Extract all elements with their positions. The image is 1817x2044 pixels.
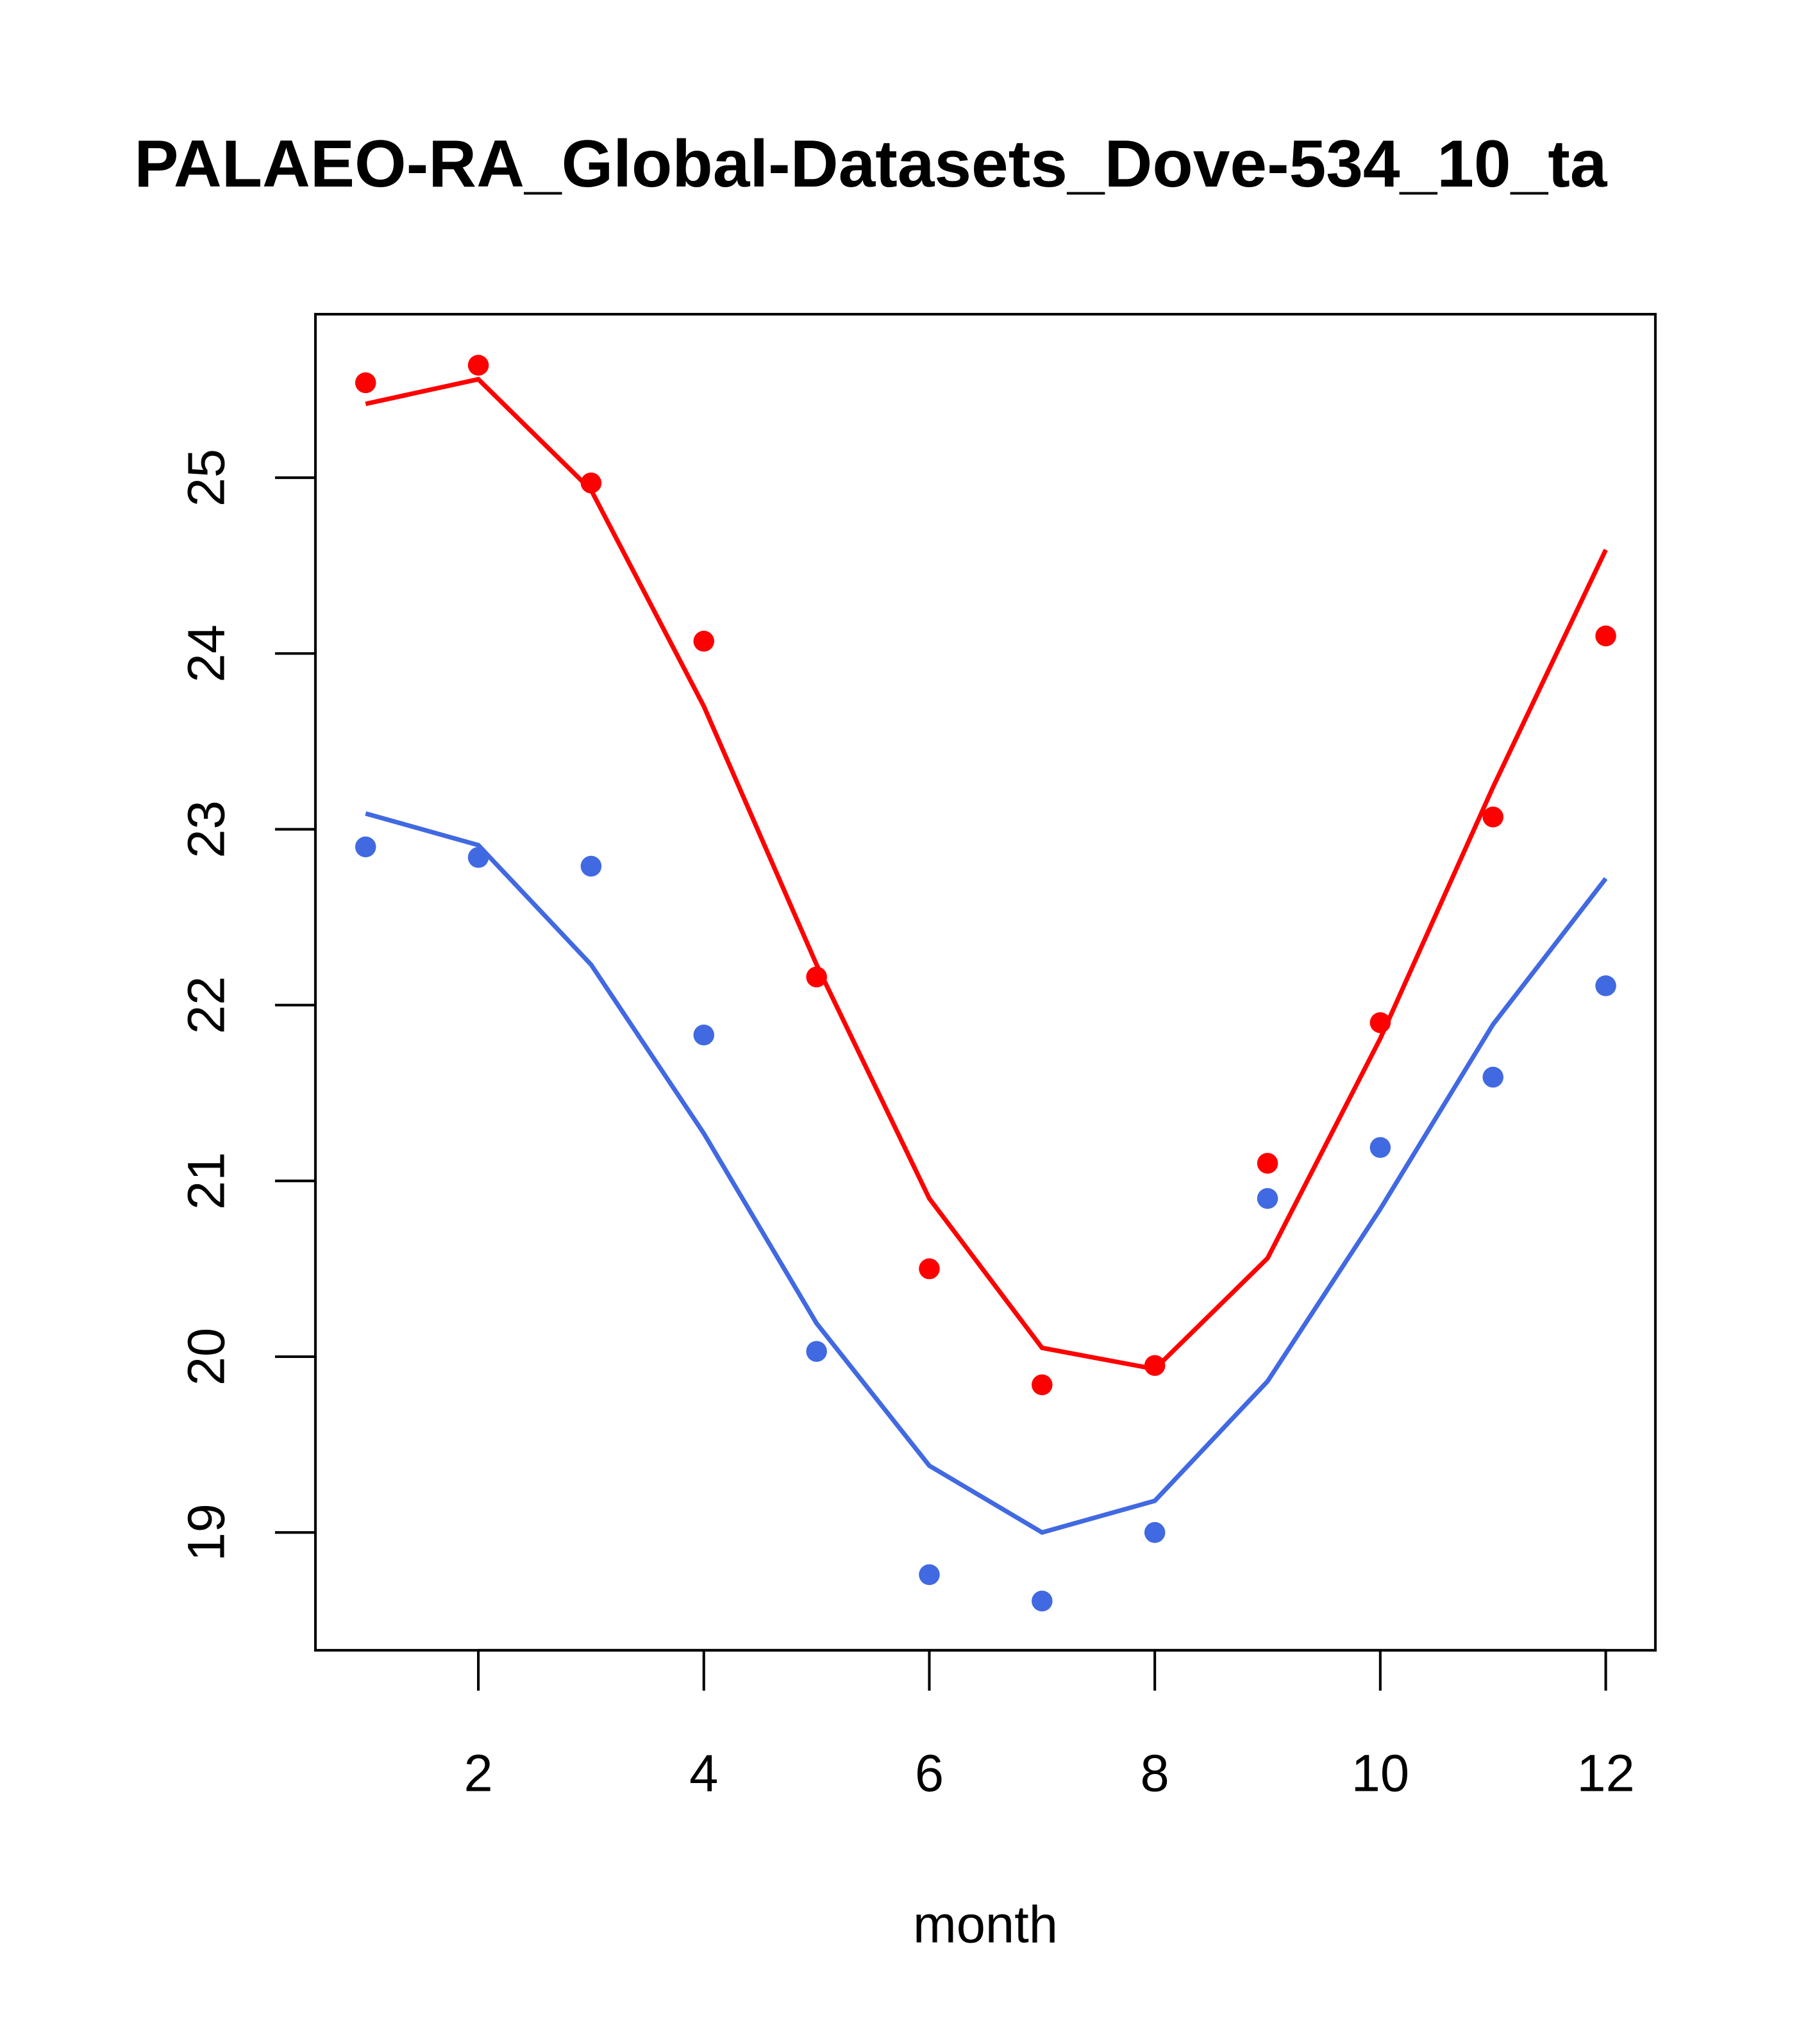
x-tick-label: 2 (464, 1744, 492, 1802)
blue-point (806, 1341, 827, 1362)
chart-title: PALAEO-RA_Global-Datasets_Dove-534_10_ta (134, 126, 1607, 201)
red-point (1144, 1355, 1166, 1376)
red-line (365, 376, 1608, 1372)
red-points-series (355, 355, 1616, 1396)
red-point (355, 372, 376, 394)
red-line-series (365, 376, 1608, 1372)
red-point (467, 355, 489, 376)
series-layer (355, 355, 1616, 1612)
x-tick-label: 6 (915, 1744, 944, 1802)
y-tick-label: 20 (178, 1328, 236, 1386)
x-tick-label: 12 (1577, 1744, 1634, 1802)
blue-point (1482, 1066, 1503, 1088)
blue-point (580, 855, 602, 877)
blue-point (1032, 1590, 1053, 1612)
x-tick-label: 4 (689, 1744, 718, 1802)
blue-line (365, 811, 1608, 1536)
y-tick-label: 22 (178, 976, 236, 1034)
blue-point (1369, 1137, 1391, 1158)
x-axis-label: month (913, 1895, 1058, 1954)
y-tick-label: 23 (178, 800, 236, 858)
red-point (1032, 1374, 1053, 1396)
y-tick-label: 24 (178, 624, 236, 682)
blue-point (1144, 1521, 1166, 1543)
blue-point (693, 1024, 715, 1046)
red-point (693, 630, 715, 652)
red-point (1482, 806, 1503, 828)
red-point (1595, 625, 1616, 647)
plot-frame (314, 313, 1657, 1652)
red-point (1257, 1153, 1278, 1174)
blue-point (1595, 975, 1616, 996)
blue-point (1257, 1187, 1278, 1209)
blue-line-series (365, 811, 1608, 1536)
x-tick-label: 8 (1141, 1744, 1169, 1802)
red-point (919, 1258, 940, 1280)
y-tick-label: 21 (178, 1152, 236, 1210)
red-point (580, 473, 602, 494)
x-tick-label: 10 (1352, 1744, 1409, 1802)
blue-points-series (355, 836, 1616, 1612)
y-axis: 19 20 21 22 23 24 25 (178, 449, 317, 1561)
y-tick-label: 25 (178, 449, 236, 507)
x-axis: 2 4 6 8 10 12 (464, 1648, 1635, 1802)
y-tick-label: 19 (178, 1504, 236, 1561)
blue-point (355, 836, 376, 858)
blue-point (919, 1564, 940, 1586)
